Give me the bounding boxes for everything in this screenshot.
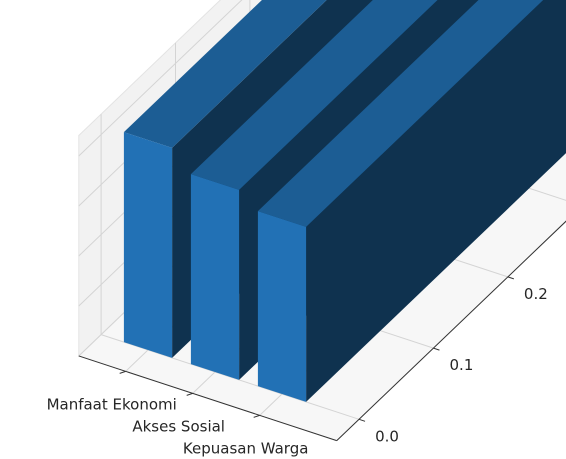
category-tick	[119, 370, 126, 374]
bar-top-face	[190, 0, 438, 190]
depth-tick-label: 0.2	[524, 285, 548, 303]
category-tick	[253, 414, 260, 418]
grid-line-value-left-4	[78, 0, 243, 157]
category-axis-line	[78, 355, 337, 442]
depth-tick	[358, 418, 366, 422]
category-tick-label: Kepuasan Warga	[183, 439, 309, 457]
category-tick-label: Akses Sosial	[132, 417, 225, 435]
bar-front-face	[257, 211, 307, 402]
category-tick-label: Manfaat Ekonomi	[47, 395, 177, 413]
bar-top-face	[123, 0, 327, 148]
bar-front-face	[190, 174, 240, 380]
bar-2	[257, 0, 566, 402]
depth-tick	[507, 276, 515, 280]
chart-bars	[123, 0, 566, 402]
bar-front-face	[123, 132, 173, 358]
bar-top-face	[257, 0, 544, 227]
depth-tick	[433, 347, 440, 351]
chart-axes: Manfaat Ekonomi Akses Sosial Kepuasan Warg…	[47, 220, 566, 457]
category-tick	[186, 392, 193, 396]
bar-side-face	[306, 0, 566, 402]
depth-tick-label: 0.1	[450, 356, 474, 374]
depth-tick-label: 0.0	[375, 427, 399, 445]
depth-axis-line	[336, 220, 566, 442]
